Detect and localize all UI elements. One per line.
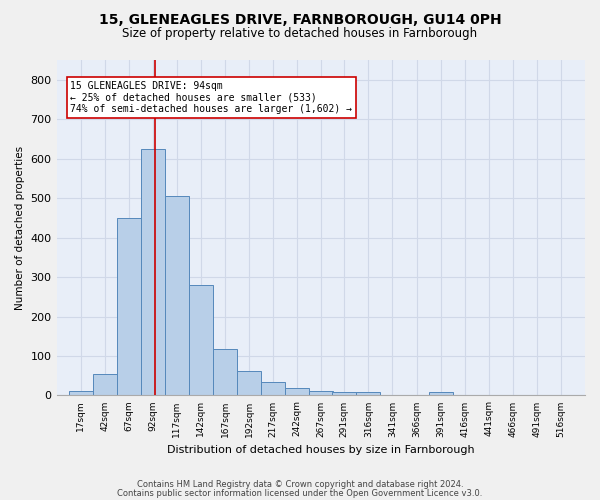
Bar [92,374,117,396]
Bar [428,392,452,396]
Text: Contains HM Land Registry data © Crown copyright and database right 2024.: Contains HM Land Registry data © Crown c… [137,480,463,489]
Bar [189,285,213,396]
Bar [261,382,285,396]
Bar [285,388,309,396]
Bar [165,196,189,396]
Bar [332,392,356,396]
Bar [68,390,92,396]
Bar [309,392,333,396]
X-axis label: Distribution of detached houses by size in Farnborough: Distribution of detached houses by size … [167,445,475,455]
Bar [356,392,380,396]
Text: 15, GLENEAGLES DRIVE, FARNBOROUGH, GU14 0PH: 15, GLENEAGLES DRIVE, FARNBOROUGH, GU14 … [98,12,502,26]
Y-axis label: Number of detached properties: Number of detached properties [15,146,25,310]
Text: Size of property relative to detached houses in Farnborough: Size of property relative to detached ho… [122,28,478,40]
Bar [117,218,141,396]
Bar [141,149,165,396]
Bar [213,349,237,396]
Bar [237,370,261,396]
Text: 15 GLENEAGLES DRIVE: 94sqm
← 25% of detached houses are smaller (533)
74% of sem: 15 GLENEAGLES DRIVE: 94sqm ← 25% of deta… [70,81,352,114]
Text: Contains public sector information licensed under the Open Government Licence v3: Contains public sector information licen… [118,489,482,498]
